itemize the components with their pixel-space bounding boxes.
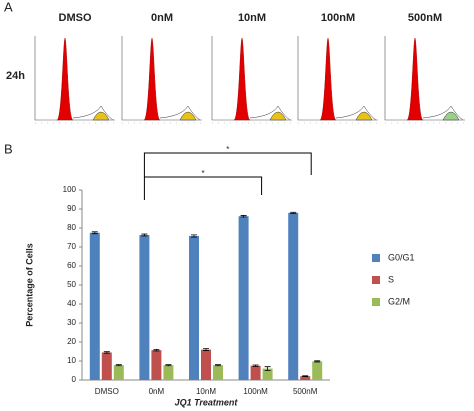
bar: [101, 352, 112, 380]
x-axis-title: JQ1 Treatment: [175, 397, 239, 407]
x-tick-label: DMSO: [95, 387, 119, 396]
error-bar: [302, 375, 309, 377]
legend-swatch: [372, 276, 380, 284]
error-bar: [215, 364, 221, 367]
g1-peak: [233, 37, 251, 121]
error-bar: [115, 364, 122, 367]
histogram-frame: [34, 36, 115, 121]
error-bar: [314, 360, 321, 363]
bar: [312, 361, 323, 380]
bar: [262, 368, 273, 380]
error-bar: [240, 215, 247, 218]
fit-curve: [72, 105, 114, 121]
bar: [213, 365, 223, 380]
bar: [238, 216, 249, 380]
g1-peak: [406, 37, 424, 121]
bar: [163, 365, 174, 380]
g1-peak: [143, 37, 161, 121]
row-label: 24h: [6, 70, 25, 82]
panel-label: A: [4, 0, 13, 14]
panel-label: B: [4, 141, 13, 156]
error-bar: [290, 211, 297, 214]
g2-peak: [179, 111, 197, 121]
g1-peak: [56, 37, 74, 121]
error-bar: [153, 349, 160, 352]
significance-star: *: [201, 169, 204, 178]
y-tick-label: 60: [67, 261, 76, 270]
x-tick-label: 0nM: [149, 387, 165, 396]
column-header: 500nM: [408, 12, 442, 24]
legend-swatch: [372, 254, 380, 262]
bar: [250, 365, 261, 380]
bar: [201, 349, 211, 380]
fit-curve: [159, 105, 201, 121]
error-bar: [165, 364, 172, 367]
error-bar: [252, 364, 259, 367]
x-tick-label: 500nM: [293, 387, 318, 396]
y-tick-label: 10: [67, 356, 76, 365]
y-tick-label: 20: [67, 337, 76, 346]
error-bar: [264, 366, 271, 371]
legend-label: S: [388, 274, 394, 284]
bar: [89, 232, 100, 380]
bar: [288, 212, 299, 380]
bar: [139, 235, 150, 380]
column-header: 100nM: [321, 12, 355, 24]
g2-peak: [442, 111, 460, 121]
y-tick-label: 40: [67, 299, 76, 308]
fit-curve: [335, 105, 377, 121]
y-tick-label: 80: [67, 223, 76, 232]
legend-label: G0/G1: [388, 252, 415, 262]
x-tick-label: 100nM: [243, 387, 268, 396]
legend-swatch: [372, 298, 380, 306]
x-tick-label: 10nM: [196, 387, 216, 396]
error-bar: [203, 348, 209, 351]
fit-curve: [422, 105, 464, 121]
significance-star: *: [226, 145, 229, 154]
fit-curve: [249, 105, 291, 121]
y-tick-label: 30: [67, 318, 76, 327]
y-tick-label: 100: [63, 185, 77, 194]
significance-bracket: [144, 176, 263, 195]
legend-label: G2/M: [388, 296, 410, 306]
bar: [189, 235, 199, 380]
histogram-frame: [121, 36, 202, 121]
y-tick-label: 90: [67, 204, 76, 213]
y-tick-label: 70: [67, 242, 76, 251]
error-bar: [141, 233, 148, 237]
column-header: DMSO: [59, 12, 92, 24]
y-axis-title: Percentage of Cells: [24, 243, 34, 327]
column-header: 10nM: [238, 12, 266, 24]
bar: [151, 350, 162, 380]
g2-peak: [92, 111, 110, 121]
y-tick-label: 50: [67, 280, 76, 289]
error-bar: [103, 351, 110, 354]
g2-peak: [269, 111, 287, 121]
g1-peak: [319, 37, 337, 121]
histogram-frame: [211, 36, 292, 121]
column-header: 0nM: [151, 12, 173, 24]
error-bar: [91, 231, 98, 235]
histogram-frame: [297, 36, 378, 121]
histogram-frame: [384, 36, 465, 121]
bar: [113, 365, 124, 380]
y-tick-label: 0: [72, 375, 77, 384]
g2-peak: [355, 111, 373, 121]
bar: [300, 376, 311, 380]
error-bar: [191, 234, 197, 238]
